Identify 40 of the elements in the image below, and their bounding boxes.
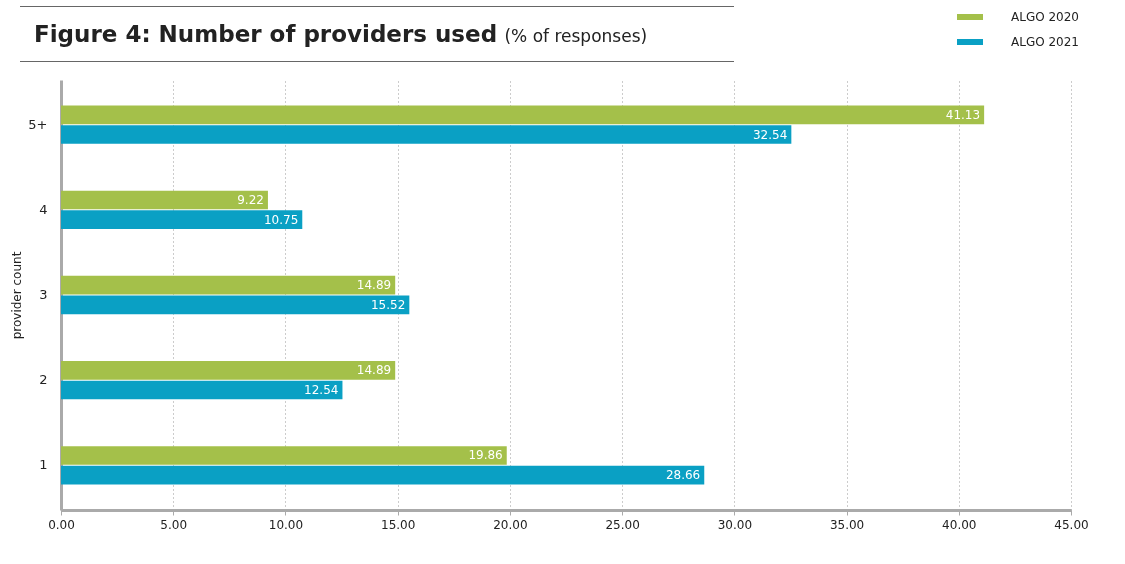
legend-label: ALGO 2021 (1011, 35, 1079, 49)
data-label: 14.89 (356, 363, 392, 378)
legend-label: ALGO 2020 (1011, 10, 1079, 24)
data-label: 10.75 (263, 212, 299, 227)
y-tick-label: 3 (39, 287, 48, 302)
y-tick-label: 5+ (28, 116, 48, 132)
x-tick-label: 25.00 (605, 517, 640, 532)
chart-title: Figure 4: Number of providers used (34, 21, 498, 47)
data-label: 9.22 (237, 193, 264, 208)
x-tick-label: 15.00 (380, 517, 416, 532)
bar (61, 275, 396, 295)
bar (61, 295, 410, 315)
data-label: 32.54 (752, 127, 788, 142)
data-label: 14.89 (356, 278, 392, 293)
data-label: 19.86 (468, 448, 503, 463)
data-label: 28.66 (665, 468, 701, 483)
data-label: 15.52 (370, 297, 406, 312)
x-tick-label: 45.00 (1054, 517, 1089, 532)
bar (61, 105, 985, 125)
y-axis-title: provider count (10, 251, 25, 340)
x-tick-label: 40.00 (942, 517, 977, 532)
data-label: 12.54 (304, 382, 339, 397)
bar (61, 125, 792, 144)
bar (61, 446, 507, 465)
bar (61, 380, 343, 400)
x-tick-label: 35.00 (829, 517, 865, 532)
bar (61, 190, 268, 210)
data-label: 41.13 (945, 107, 981, 122)
y-tick-label: 1 (39, 457, 48, 473)
bar (61, 465, 705, 485)
y-tick-label: 2 (39, 372, 48, 388)
x-tick-label: 20.00 (493, 517, 528, 532)
x-tick-label: 0.00 (48, 517, 75, 532)
chart-subtitle: (% of responses) (504, 26, 648, 46)
x-tick-label: 10.00 (268, 517, 304, 532)
x-tick-label: 5.00 (160, 517, 188, 532)
bar (61, 360, 396, 380)
bar (61, 210, 303, 230)
y-tick-label: 4 (39, 201, 48, 217)
x-tick-label: 30.00 (717, 517, 753, 532)
